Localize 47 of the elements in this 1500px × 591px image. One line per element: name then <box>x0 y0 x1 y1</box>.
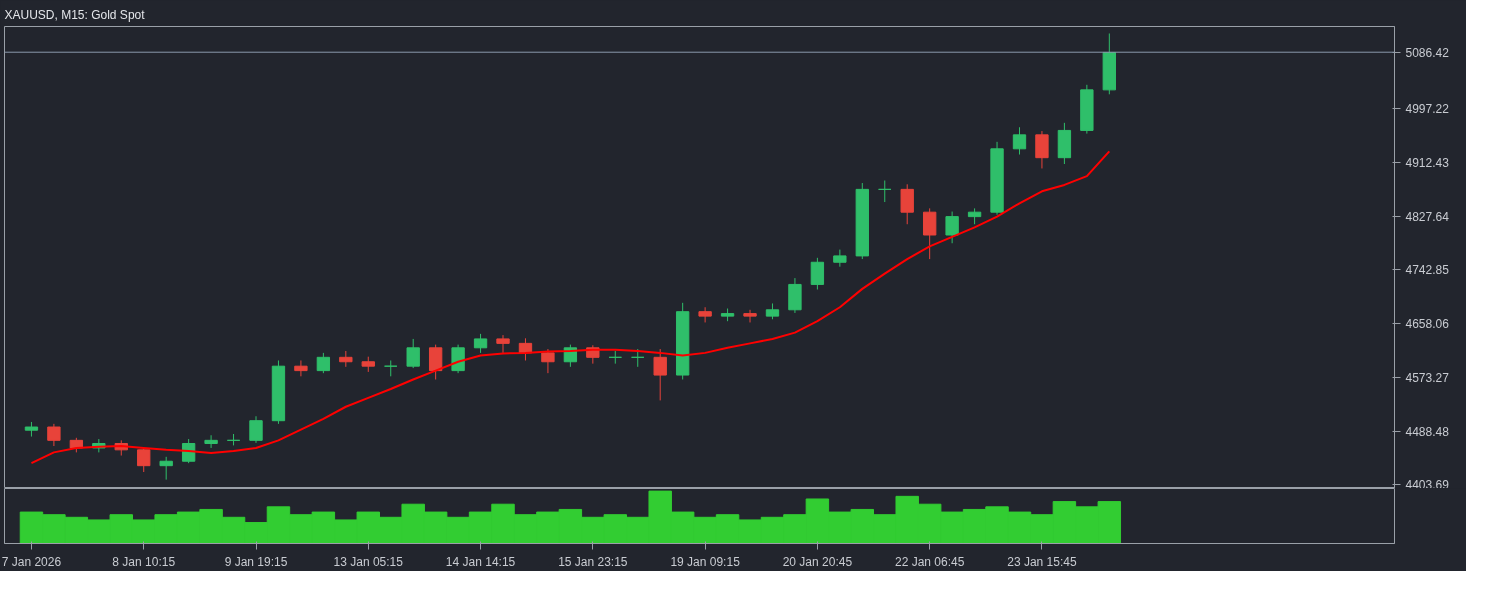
chart-title: XAUUSD, M15: Gold Spot <box>4 7 146 22</box>
candlestick <box>878 180 892 203</box>
candlestick <box>743 309 757 323</box>
candlestick <box>473 333 488 354</box>
candlestick <box>1035 130 1049 169</box>
candlestick <box>541 348 555 374</box>
x-tick-label: 8 Jan 10:15 <box>112 554 176 569</box>
x-tick-label: 9 Jan 19:15 <box>224 554 288 569</box>
candlestick <box>608 350 622 365</box>
candlestick <box>294 359 308 377</box>
y-tick-label: 4997.22 <box>1405 102 1450 117</box>
x-tick-label: 13 Jan 05:15 <box>333 554 404 569</box>
candlestick <box>653 348 667 401</box>
candlestick <box>384 359 398 377</box>
x-tick-label: 22 Jan 06:45 <box>894 554 965 569</box>
candlestick <box>159 456 173 481</box>
candlestick <box>900 183 914 225</box>
y-tick-label: 4573.27 <box>1405 370 1450 385</box>
candlestick <box>406 338 420 369</box>
x-tick-label: 14 Jan 14:15 <box>445 554 516 569</box>
x-tick-label: 7 Jan 2026 <box>1 554 62 569</box>
candlestick <box>1012 126 1027 156</box>
candlestick <box>428 344 443 380</box>
candlestick <box>496 334 510 354</box>
candlestick <box>698 306 712 323</box>
candlestick <box>922 207 937 260</box>
y-tick-label: 4488.48 <box>1405 424 1450 439</box>
candlestick <box>47 423 61 447</box>
ref-line-label: 5086.42 <box>1405 45 1450 60</box>
y-tick-label: 4658.06 <box>1405 317 1450 332</box>
candlestick <box>316 352 331 374</box>
y-tick-label: 4827.64 <box>1405 209 1450 224</box>
candlestick <box>945 211 959 244</box>
candlestick <box>810 257 825 290</box>
candlestick <box>451 344 465 374</box>
candlestick <box>226 433 241 446</box>
candlestick <box>249 415 263 444</box>
candlestick <box>204 434 218 449</box>
x-tick-label: 15 Jan 23:15 <box>558 554 628 569</box>
x-tick-label: 19 Jan 09:15 <box>670 554 741 569</box>
y-tick-label: 4742.85 <box>1405 263 1450 278</box>
line-series <box>30 150 1111 465</box>
y-tick-label: 4912.43 <box>1405 155 1450 170</box>
x-tick-label: 20 Jan 20:45 <box>782 554 853 569</box>
y-tick-label: 4403.69 <box>1405 477 1450 492</box>
x-tick-label: 23 Jan 15:45 <box>1007 554 1077 569</box>
candlestick <box>137 447 151 473</box>
